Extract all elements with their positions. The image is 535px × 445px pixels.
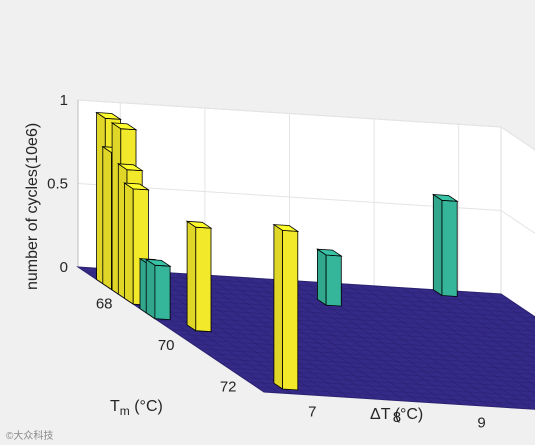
bar-top [315,248,343,257]
y-axis-label: Tm (°C) [110,398,163,418]
z-tick-label: 1 [60,92,68,109]
bar-top [110,122,138,131]
bar-side [186,220,197,332]
mesh-line [228,367,535,388]
axis-ticks: 00.517891011687072 [47,92,486,432]
mesh-line [178,333,535,358]
mesh-line [163,324,535,349]
bar-series [95,111,459,391]
x-tick-label: 8 [393,409,401,426]
mesh-line [192,343,535,367]
bar-top [123,182,150,191]
bar-side [124,182,134,305]
z-tick-label: 0.5 [47,176,68,193]
y-axis-label-suffix: (°C) [130,398,163,415]
y-tick-label: 68 [96,295,113,312]
z-axis-label: number of cycles(10e6) [24,123,41,290]
bar [144,258,172,321]
z-gridline [77,183,535,234]
bar-top [272,224,300,232]
x-tick-label: 7 [308,404,316,421]
bar-front [195,226,212,333]
bar-side [102,145,112,291]
mesh-line [142,309,535,336]
mesh-line [156,319,535,345]
mesh-line [249,382,535,401]
mesh-line [458,291,535,343]
mesh-line [185,338,535,362]
y-axis-label-main: T [110,398,120,415]
x-tick-label: 9 [477,415,485,432]
bar-front [282,229,299,391]
bar [315,248,343,307]
bar-top [185,220,213,229]
bar-top [116,163,144,172]
mesh-line [242,377,535,397]
mesh-line [486,292,535,326]
bar [431,193,459,297]
y-tick-label: 70 [158,337,175,354]
bar-front [154,264,171,321]
bar [272,223,300,391]
bar [185,220,213,333]
bar-side [273,223,284,390]
mesh-line [444,290,535,352]
bar-front [441,199,458,297]
mesh-line [235,372,535,393]
bar-side [145,258,156,320]
bar-top [431,194,459,202]
axis-back-walls [77,99,535,318]
mesh-line [149,314,535,341]
bar-top [144,258,172,267]
mesh-line [256,386,535,406]
watermark: ©大众科技 [6,429,53,442]
y-axis-label-sub: m [120,404,130,418]
mesh-line [170,329,535,354]
bar-side [432,193,443,297]
bar-side [316,248,327,306]
mesh-line [472,291,535,335]
y-tick-label: 72 [220,379,237,396]
x-axis-label: ΔT (°C) [370,406,423,423]
mesh-line [199,348,535,371]
bar-top [95,112,122,120]
bar-front [325,254,342,307]
z-tick-label: 0 [60,259,68,276]
z-gridline [77,99,535,151]
